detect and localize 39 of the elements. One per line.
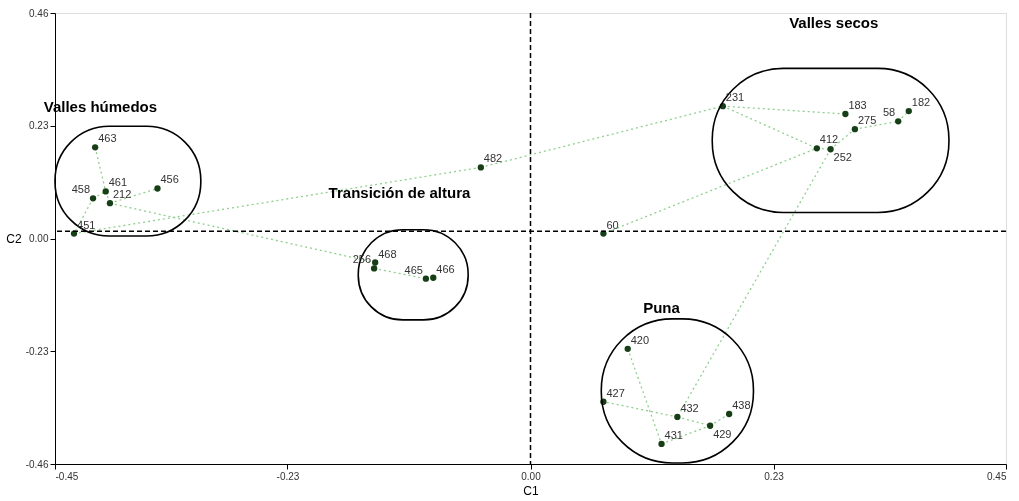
annotation: 468 — [378, 247, 397, 260]
y-tick-label: -0.23 — [25, 345, 49, 357]
x-tick-label: 0.23 — [764, 470, 785, 482]
annotation: 482 — [483, 152, 503, 165]
annotation: 431 — [664, 428, 683, 441]
x-tick-label: 0.00 — [521, 470, 542, 482]
annotation: 429 — [713, 427, 732, 440]
annotation: 231 — [725, 91, 745, 104]
annotation: 427 — [606, 386, 625, 399]
annotation: 275 — [857, 114, 877, 127]
x-tick-label: -0.45 — [55, 470, 79, 482]
annotation: 463 — [98, 132, 117, 145]
annotation: 465 — [404, 263, 423, 276]
x-tick-label: 0.45 — [987, 470, 1007, 482]
y-tick-label: 0.00 — [29, 233, 49, 244]
annotation: 458 — [71, 183, 91, 196]
annotation: 466 — [436, 262, 455, 275]
annotation: 432 — [680, 401, 699, 414]
annotation: Transición de altura — [328, 184, 471, 202]
annotation: 456 — [160, 173, 179, 186]
annotation: 212 — [112, 188, 132, 201]
y-tick-label: 0.46 — [29, 7, 49, 19]
annotation: 58 — [882, 106, 896, 119]
annotation: 183 — [848, 98, 867, 111]
x-axis-title: C1 — [523, 483, 539, 498]
annotation: 412 — [819, 133, 839, 146]
y-tick-label: 0.23 — [29, 120, 49, 132]
annotation: 420 — [630, 333, 650, 346]
y-tick-label: -0.46 — [25, 458, 49, 470]
annotation: 461 — [108, 176, 128, 189]
annotation: Puna — [643, 298, 681, 316]
x-tick-label: -0.23 — [276, 470, 300, 482]
y-axis-title: C2 — [6, 232, 23, 246]
annotation: 60 — [606, 218, 619, 231]
annotation: 438 — [732, 399, 751, 411]
annotation: 182 — [911, 96, 931, 109]
annotation: Valles secos — [789, 13, 879, 31]
annotation: 252 — [833, 151, 852, 164]
annotation: 451 — [77, 218, 96, 231]
